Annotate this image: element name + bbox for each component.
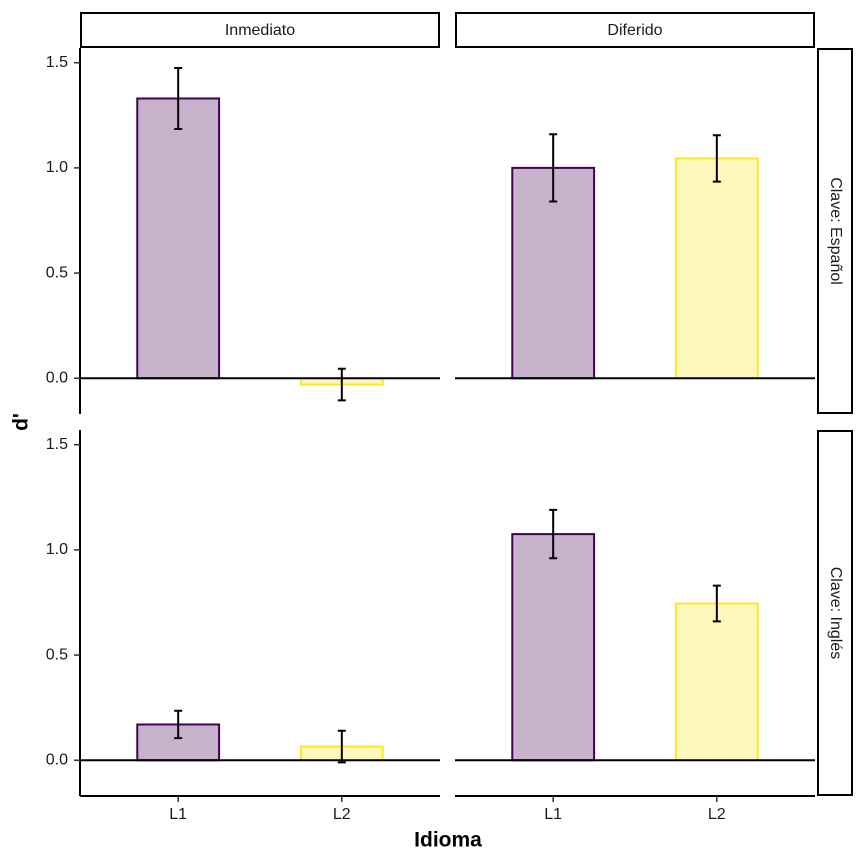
y-axis-label: d' bbox=[10, 413, 33, 431]
facet-strip bbox=[80, 12, 440, 48]
error-bar bbox=[337, 367, 346, 402]
error-bar bbox=[712, 584, 721, 623]
error-bar bbox=[174, 709, 183, 740]
facet-strip bbox=[817, 48, 853, 414]
facet-label: Inmediato bbox=[225, 22, 295, 39]
bar bbox=[136, 97, 221, 380]
x-tick-label: L1 bbox=[169, 806, 187, 823]
y-tick-label: 0.5 bbox=[46, 646, 68, 663]
facet-label: Clave: Español bbox=[827, 177, 844, 285]
bar bbox=[511, 533, 596, 762]
x-tick-label: L2 bbox=[708, 806, 726, 823]
y-tick-label: 1.5 bbox=[46, 54, 68, 71]
error-bar bbox=[337, 729, 346, 764]
facet-label: Diferido bbox=[607, 22, 662, 39]
bar bbox=[674, 602, 759, 762]
error-bar bbox=[712, 134, 721, 183]
y-tick-label: 0.0 bbox=[46, 369, 68, 386]
facet-strip bbox=[817, 430, 853, 796]
x-tick-label: L2 bbox=[333, 806, 351, 823]
facet-strip bbox=[455, 12, 815, 48]
facet-label: Clave: Inglés bbox=[827, 567, 844, 660]
y-tick-label: 1.0 bbox=[46, 541, 68, 558]
y-tick-label: 1.0 bbox=[46, 159, 68, 176]
error-bar bbox=[549, 508, 558, 560]
bar bbox=[674, 157, 759, 380]
y-tick-label: 0.5 bbox=[46, 264, 68, 281]
y-tick-label: 0.0 bbox=[46, 751, 68, 768]
x-axis-label: Idioma bbox=[414, 829, 482, 852]
x-tick-label: L1 bbox=[544, 806, 562, 823]
y-tick-label: 1.5 bbox=[46, 436, 68, 453]
error-bar bbox=[549, 133, 558, 203]
error-bar bbox=[174, 66, 183, 130]
